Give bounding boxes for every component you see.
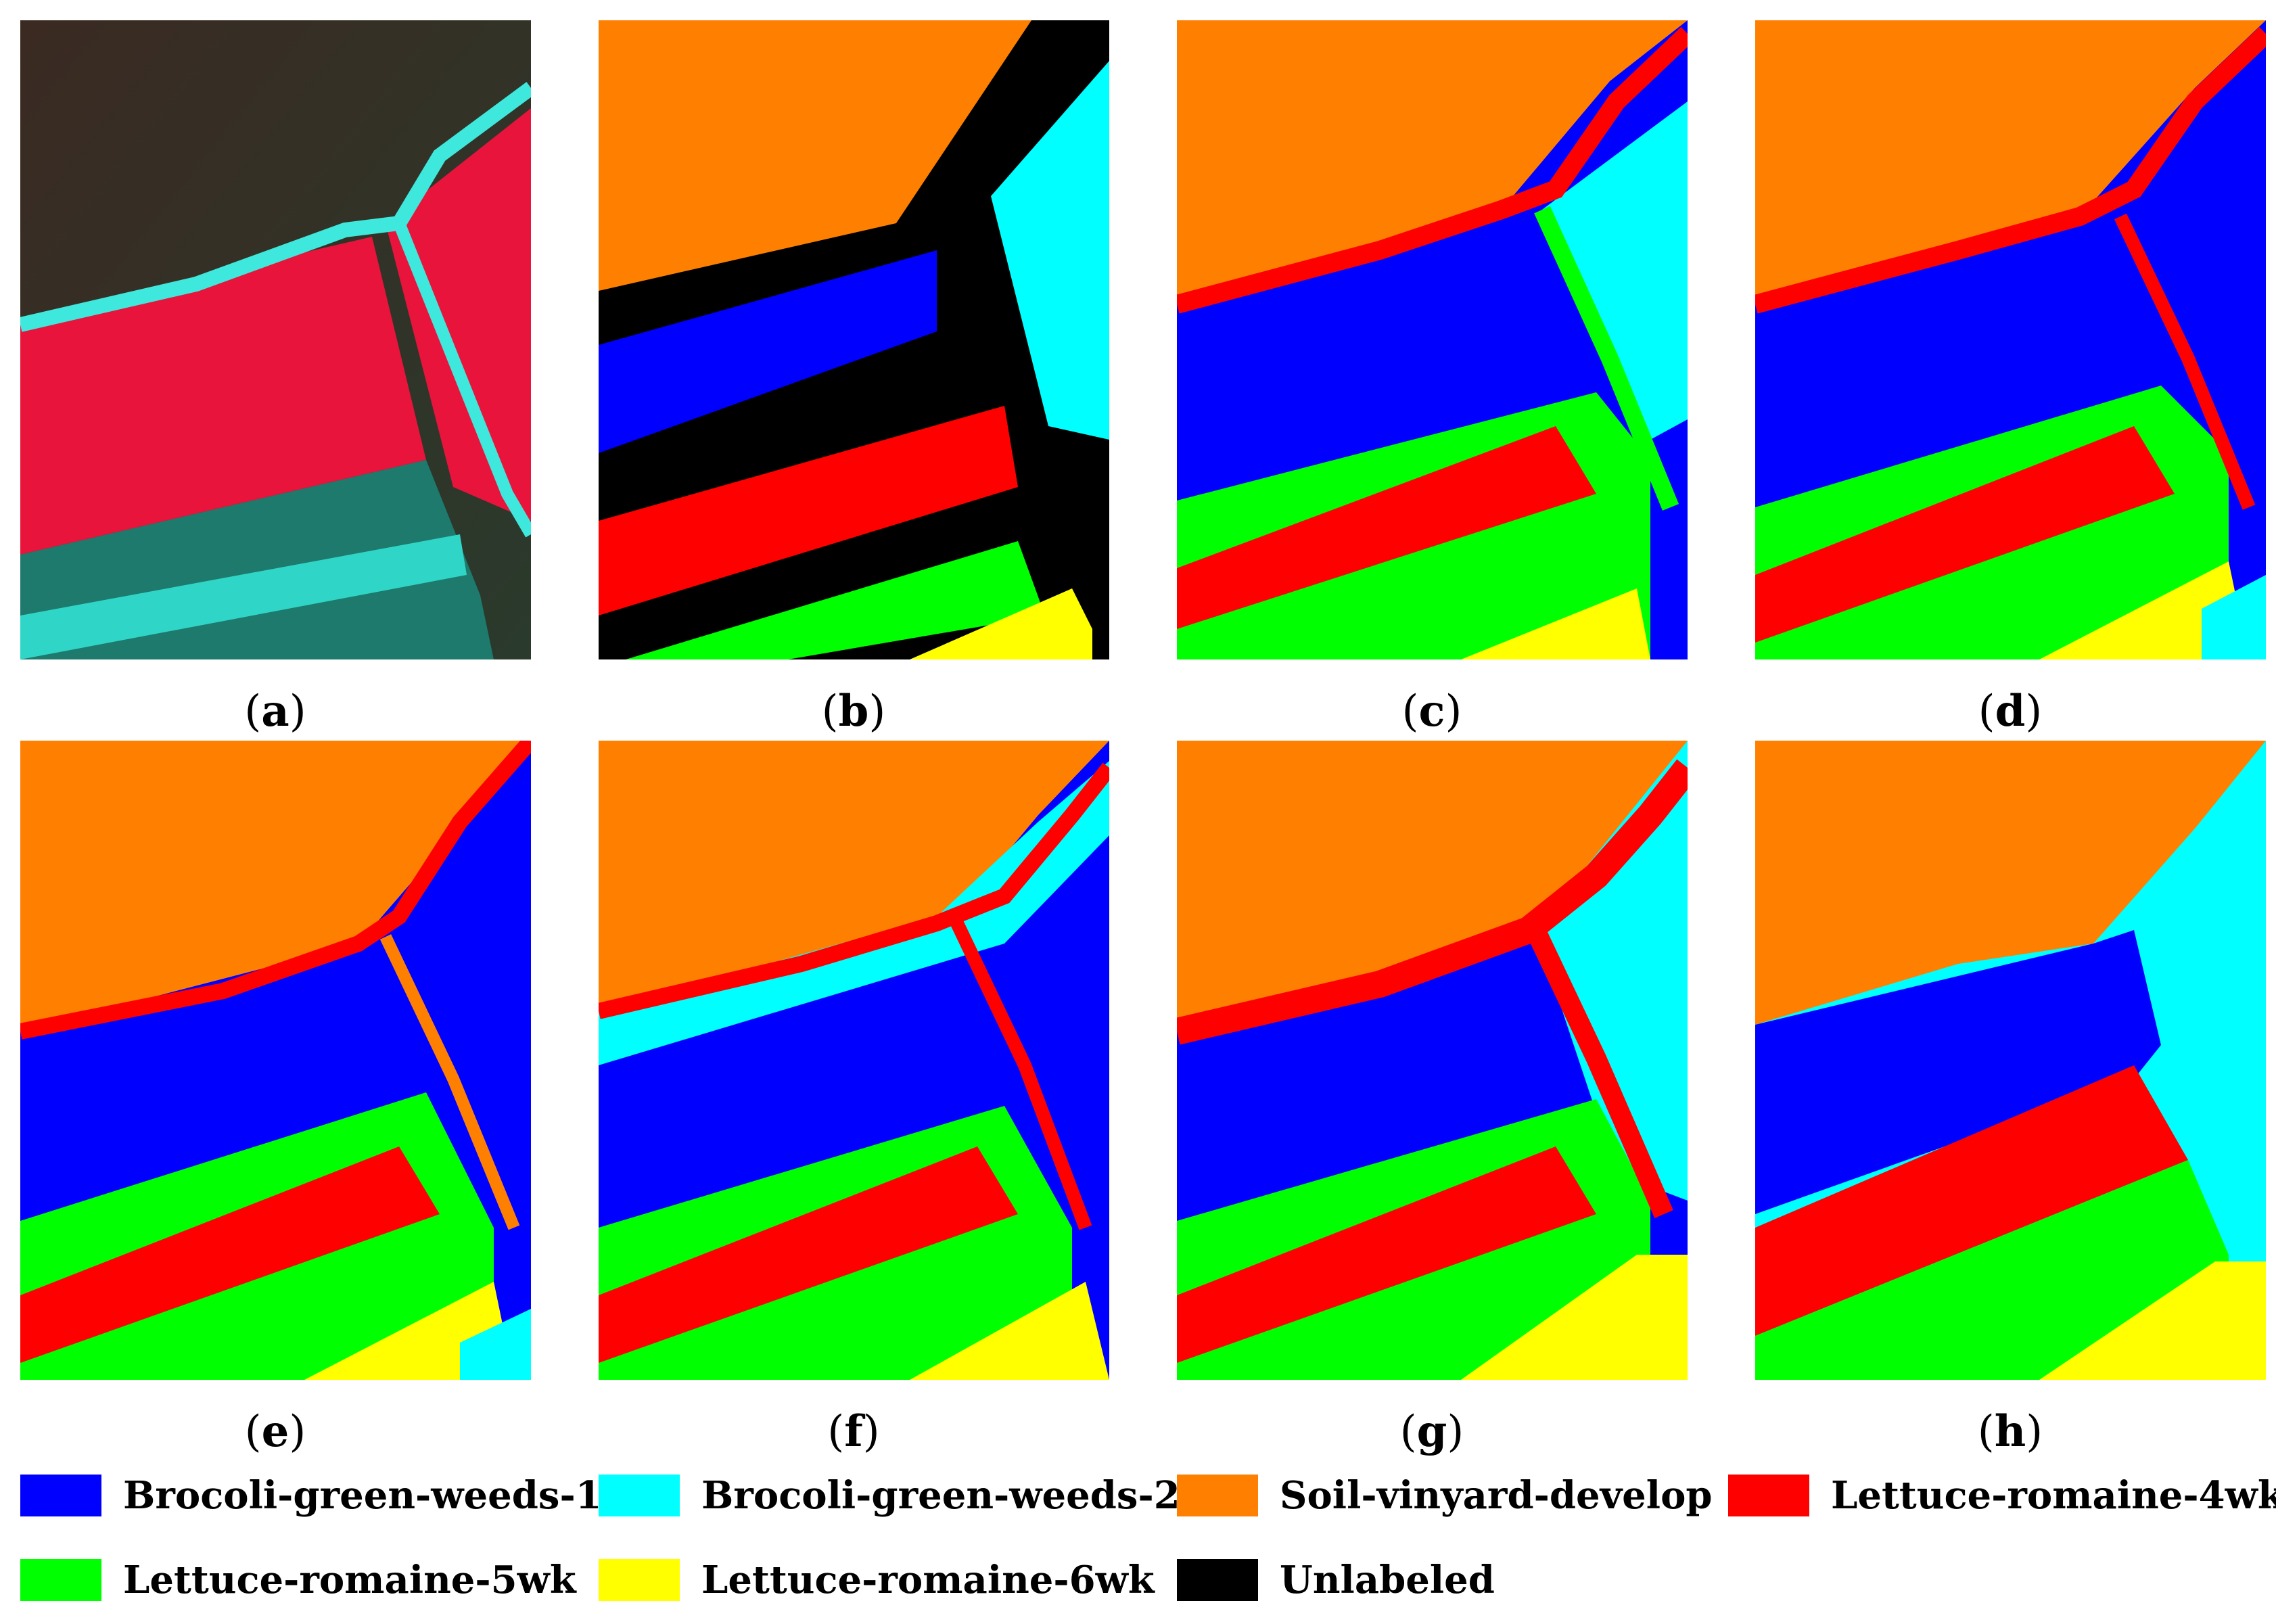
caption-b: (b) [821,686,886,737]
panel-h-map [1755,741,2266,1380]
caption-a: (a) [244,686,306,737]
legend-swatch [1177,1559,1258,1601]
panel-d-map [1755,20,2266,659]
caption-h: (h) [1977,1406,2043,1457]
legend-swatch [1177,1475,1258,1516]
legend-label: Lettuce-romaine-4wk [1831,1473,2276,1518]
caption-d: (d) [1978,686,2043,737]
panel-c-map [1177,20,1688,659]
legend-label: Lettuce-romaine-5wk [123,1558,576,1602]
legend-swatch [599,1475,680,1516]
legend-swatch [20,1475,101,1516]
caption-c: (c) [1401,686,1462,737]
legend-label: Unlabeled [1280,1558,1495,1602]
legend-swatch [20,1559,101,1601]
caption-e: (e) [244,1406,306,1457]
legend-label: Lettuce-romaine-6wk [701,1558,1155,1602]
caption-g: (g) [1399,1406,1464,1457]
legend-swatch [599,1559,680,1601]
panel-g-map [1177,741,1688,1380]
panel-b-ground-truth [599,20,1109,659]
panel-a-image [20,20,531,659]
legend-swatch [1728,1475,1809,1516]
legend-label: Soil-vinyard-develop [1280,1473,1713,1518]
legend-label: Brocoli-green-weeds-1 [123,1473,602,1518]
caption-f: (f) [827,1406,880,1457]
panel-e-map [20,741,531,1380]
legend-label: Brocoli-green-weeds-2 [701,1473,1180,1518]
panel-f-map [599,741,1109,1380]
